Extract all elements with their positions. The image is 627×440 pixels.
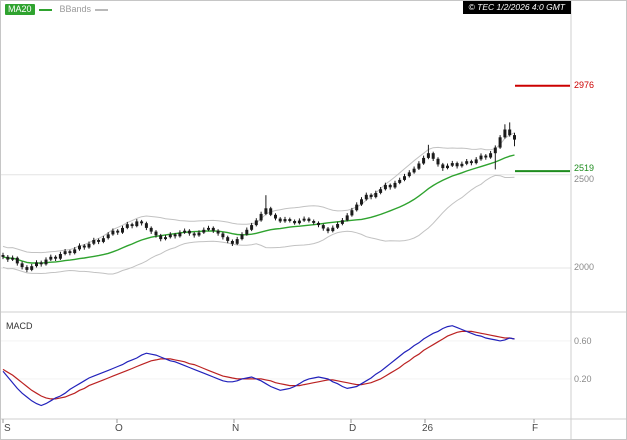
price-level-support-label: 2519 — [574, 163, 595, 173]
ma20-line — [2, 154, 515, 264]
x-axis-label-dec: D — [349, 423, 357, 434]
x-axis-label-year-26: 26 — [422, 423, 434, 434]
signal-line — [2, 330, 515, 400]
x-axis-label-sep: S — [4, 423, 11, 434]
price-axis-2500-label: 2500 — [574, 174, 595, 184]
x-axis-label-oct: O — [115, 423, 123, 434]
macd-line — [2, 325, 515, 407]
ma20-line-sample-icon — [38, 8, 52, 11]
x-axis-label-feb: F — [532, 423, 539, 434]
price-level-resistance-label: 2976 — [574, 80, 595, 90]
candlesticks — [1, 122, 516, 273]
ma20-legend-label: MA20 — [5, 4, 35, 15]
x-axis-label-nov: N — [232, 423, 240, 434]
bbands-legend-label: BBands — [59, 4, 92, 14]
legend: MA20 BBands — [5, 4, 109, 15]
bbands-line-sample-icon — [95, 8, 109, 11]
macd-axis-020-label: 0.20 — [574, 374, 592, 384]
bollinger-lower-band — [2, 174, 515, 275]
macd-panel-label: MACD — [6, 321, 33, 331]
bollinger-upper-band — [2, 132, 515, 254]
price-axis-2000-label: 2000 — [574, 262, 595, 272]
gridlines — [1, 174, 571, 380]
macd-axis-060-label: 0.60 — [574, 336, 592, 346]
copyright-notice: © TEC 1/2/2026 4:0 GMT — [462, 1, 571, 14]
